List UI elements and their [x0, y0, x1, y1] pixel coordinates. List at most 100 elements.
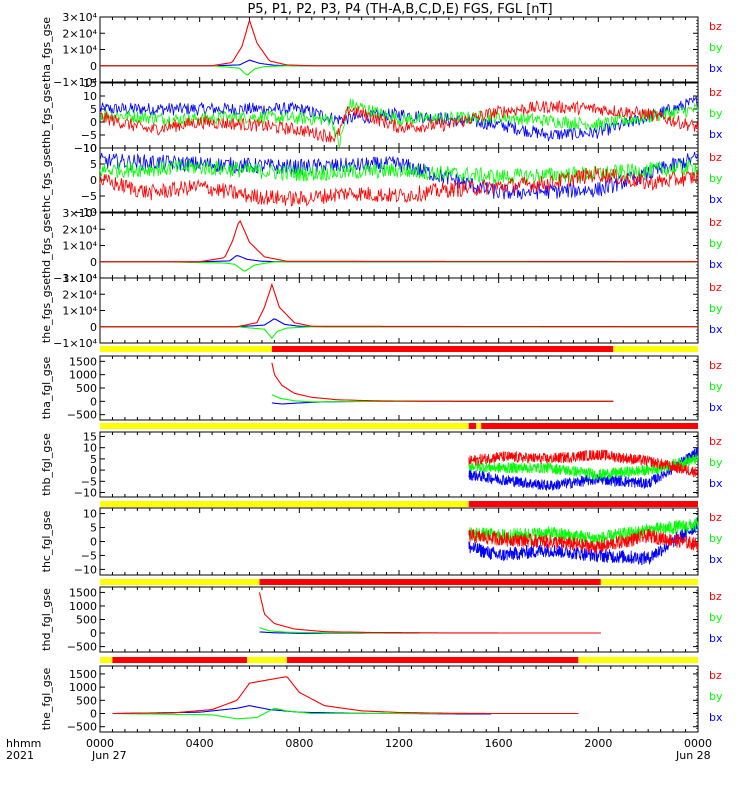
- y-tick-label: 5: [90, 158, 97, 171]
- panel-frame: [99, 586, 699, 653]
- x-tick-label: 0000: [684, 737, 712, 750]
- y-tick-label: 0: [90, 60, 97, 73]
- legend-by: by: [709, 302, 723, 315]
- y-tick-label: 2×10⁴: [62, 27, 97, 40]
- panel-frame: [99, 431, 699, 498]
- series-bz: [99, 166, 699, 207]
- y-tick-label: −1×10⁴: [53, 76, 97, 89]
- status-bar-segment: [600, 579, 698, 585]
- status-bar-segment: [481, 423, 698, 429]
- series-bx: [99, 95, 699, 142]
- series-bz: [112, 676, 579, 715]
- y-tick-label: 1500: [69, 668, 97, 681]
- y-tick-label: 0: [90, 708, 97, 721]
- y-tick-label: 2×10⁴: [62, 288, 97, 301]
- date-right-label: Jun 28: [675, 749, 711, 762]
- y-tick-label: −500: [67, 641, 97, 654]
- y-tick-label: −1×10⁴: [53, 272, 97, 285]
- series-by: [100, 65, 698, 76]
- series-bx: [468, 518, 699, 565]
- legend-bz: bz: [709, 590, 722, 603]
- y-axis-label: thb_fgl_gse: [40, 433, 53, 496]
- y-tick-label: 500: [76, 382, 97, 395]
- y-tick-label: 1×10⁴: [62, 44, 97, 57]
- legend-by: by: [709, 107, 723, 120]
- series-bx: [468, 447, 699, 491]
- y-axis-label: tha_fgs_gse: [40, 17, 53, 82]
- x-tick-label: 0800: [285, 737, 313, 750]
- y-tick-label: 15: [83, 430, 97, 443]
- legend-bx: bx: [709, 632, 723, 645]
- series-bz: [468, 449, 699, 478]
- y-tick-label: 5: [90, 522, 97, 535]
- y-tick-label: 1500: [69, 355, 97, 368]
- series-by: [100, 261, 698, 272]
- y-tick-label: −10: [74, 206, 97, 219]
- series-by: [100, 326, 698, 339]
- x-tick-label: 1200: [385, 737, 413, 750]
- plot-title: P5, P1, P2, P3, P4 (TH-A,B,C,D,E) FGS, F…: [247, 2, 552, 17]
- status-bar-segment: [286, 657, 579, 663]
- status-bar-segment: [247, 657, 287, 663]
- y-tick-label: 0: [90, 627, 97, 640]
- y-tick-label: −10: [74, 487, 97, 500]
- time-axis-row-label-1: hhmm: [6, 737, 41, 750]
- x-tick-label: 1600: [485, 737, 513, 750]
- y-tick-label: 3×10⁴: [62, 11, 97, 24]
- y-tick-label: 3×10⁴: [62, 272, 97, 285]
- legend-by: by: [709, 611, 723, 624]
- legend-bx: bx: [709, 258, 723, 271]
- legend-bz: bz: [709, 281, 722, 294]
- legend-by: by: [709, 237, 723, 250]
- legend-by: by: [709, 380, 723, 393]
- legend-by: by: [709, 172, 723, 185]
- legend-bz: bz: [709, 20, 722, 33]
- y-axis-label: the_fgl_gse: [40, 668, 53, 731]
- legend-bz: bz: [709, 511, 722, 524]
- y-tick-label: 0: [90, 395, 97, 408]
- series-bx: [100, 318, 698, 328]
- y-axis-label: tha_fgl_gse: [40, 357, 53, 420]
- status-bar-segment: [100, 579, 260, 585]
- time-axis-row-label-2: 2021: [6, 749, 34, 762]
- y-tick-label: 2×10⁴: [62, 223, 97, 236]
- legend-bx: bx: [709, 62, 723, 75]
- y-tick-label: −500: [67, 409, 97, 422]
- legend-by: by: [709, 456, 723, 469]
- y-tick-label: 0: [90, 256, 97, 269]
- legend-bx: bx: [709, 323, 723, 336]
- x-tick-label: 2000: [584, 737, 612, 750]
- y-tick-label: −10: [74, 142, 97, 155]
- y-tick-label: 0: [90, 536, 97, 549]
- status-bar-segment: [271, 346, 614, 352]
- y-tick-label: 0: [90, 321, 97, 334]
- y-tick-label: 10: [83, 508, 97, 521]
- y-tick-label: 5: [90, 103, 97, 116]
- series-bz: [100, 282, 699, 328]
- y-tick-label: −5: [81, 549, 97, 562]
- legend-bx: bx: [709, 193, 723, 206]
- y-tick-label: 500: [76, 694, 97, 707]
- legend-bx: bx: [709, 553, 723, 566]
- status-bar-segment: [100, 657, 113, 663]
- status-bar-segment: [100, 423, 469, 429]
- y-axis-label: thc_fgs_gse: [40, 148, 53, 213]
- y-tick-label: 1×10⁴: [62, 240, 97, 253]
- status-bar-segment: [100, 501, 469, 507]
- y-tick-label: 10: [83, 90, 97, 103]
- y-tick-label: 0: [90, 174, 97, 187]
- series-bx: [99, 151, 699, 200]
- y-tick-label: 3×10⁴: [62, 207, 97, 220]
- y-tick-label: 10: [83, 442, 97, 455]
- y-tick-label: 1000: [69, 600, 97, 613]
- legend-bz: bz: [709, 216, 722, 229]
- x-tick-label: 0000: [86, 737, 114, 750]
- x-tick-label: 0400: [186, 737, 214, 750]
- y-tick-label: 1×10⁴: [62, 305, 97, 318]
- y-tick-label: 500: [76, 614, 97, 627]
